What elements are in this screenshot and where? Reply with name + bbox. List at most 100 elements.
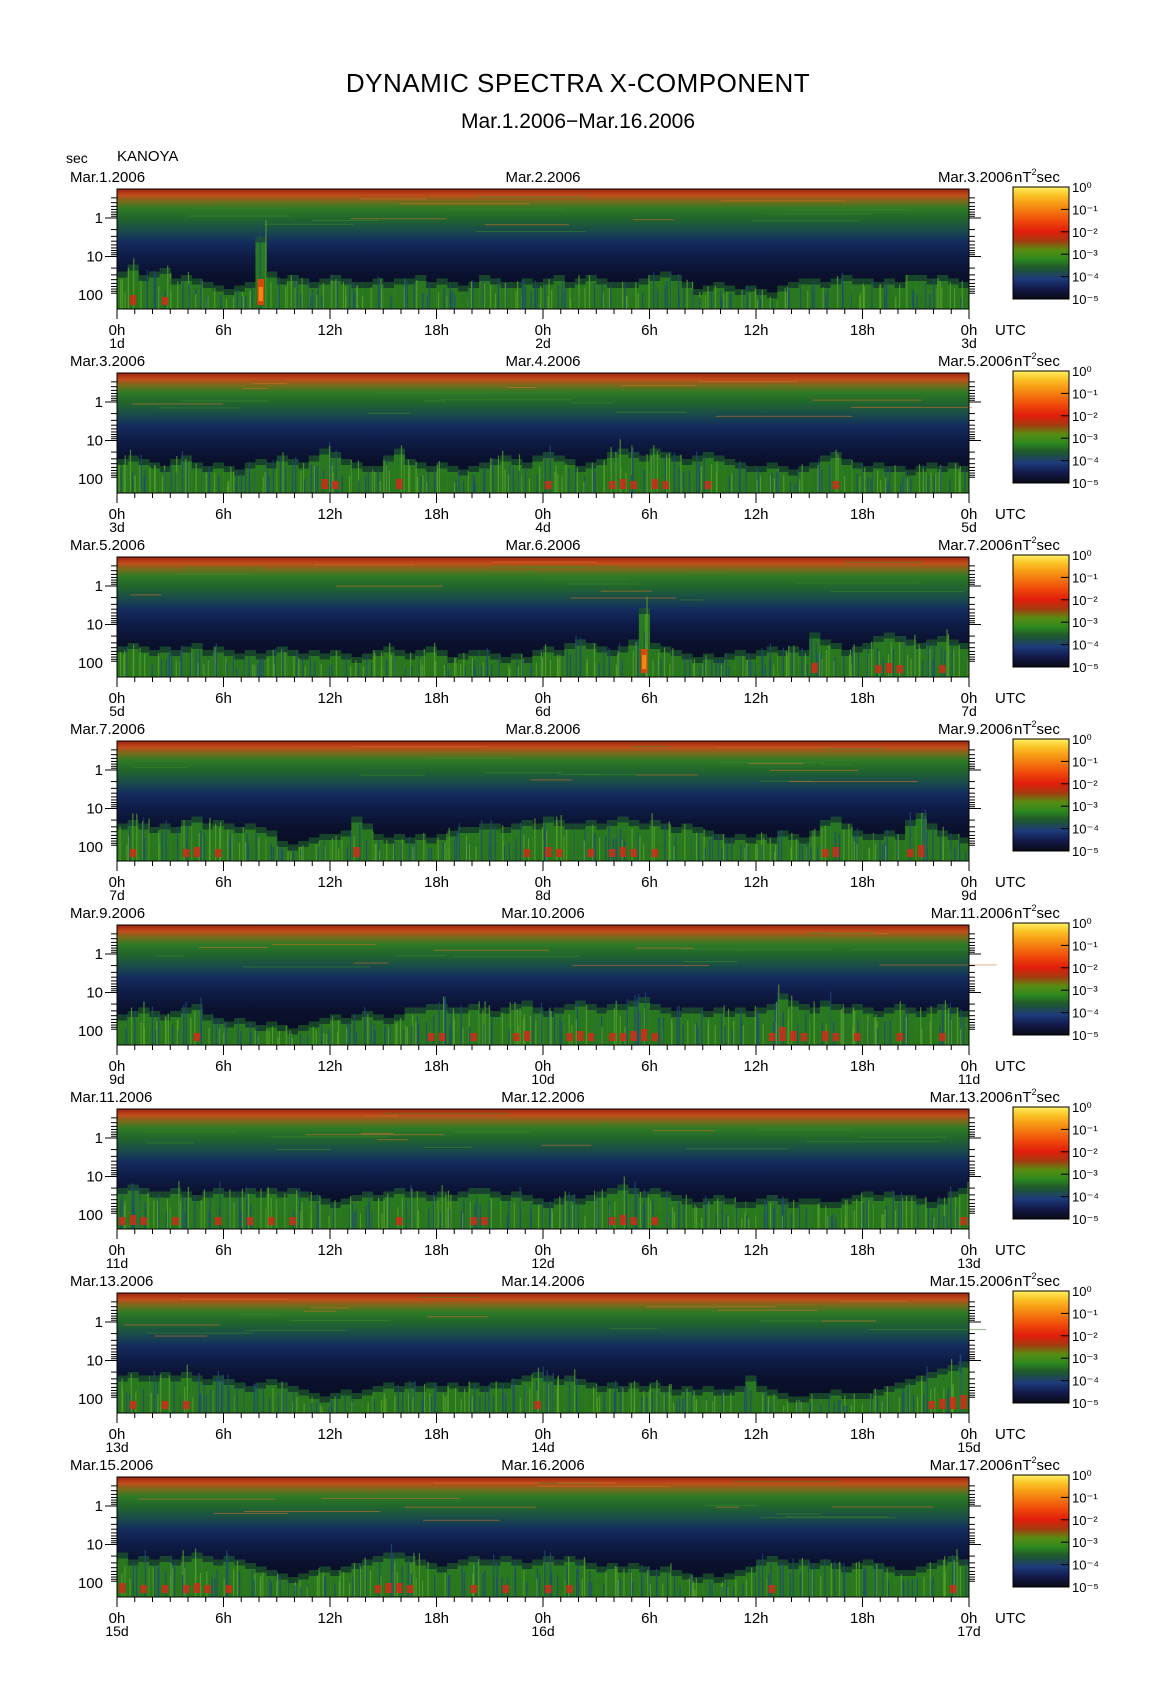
x-tick-label: 18h (850, 874, 875, 891)
activity-striation (519, 822, 522, 861)
activity-fringe (713, 657, 725, 663)
activity-band (819, 1399, 832, 1413)
colorbar-unit-label: nT2sec (1014, 351, 1060, 370)
activity-fringe (468, 1382, 480, 1389)
activity-band (436, 1572, 448, 1597)
activity-striation (401, 839, 403, 861)
activity-striation (863, 286, 865, 309)
activity-striation (299, 849, 302, 861)
activity-striation (951, 642, 953, 677)
activity-striation (385, 1398, 387, 1413)
activity-column (383, 642, 395, 677)
activity-striation (573, 1193, 575, 1229)
activity-column (298, 1187, 310, 1229)
activity-column (766, 643, 779, 677)
activity-fringe (543, 1202, 555, 1208)
activity-fringe (223, 1379, 235, 1385)
noise-streak (335, 585, 443, 587)
activity-column (372, 1195, 384, 1229)
activity-striation (228, 480, 230, 493)
activity-striation (454, 294, 456, 309)
activity-band (756, 1565, 768, 1597)
activity-fringe (883, 278, 895, 285)
activity-striation (824, 825, 826, 861)
activity-column (468, 1556, 480, 1597)
activity-fringe (553, 650, 565, 656)
activity-striation (631, 828, 633, 861)
activity-column (212, 462, 224, 493)
activity-striation (939, 280, 941, 309)
activity-band (298, 284, 310, 309)
activity-column (606, 648, 619, 677)
activity-hotspot (268, 1217, 275, 1225)
activity-striation (609, 1388, 611, 1413)
activity-striation (563, 1197, 565, 1229)
activity-striation (584, 287, 586, 309)
activity-striation (200, 997, 202, 1045)
activity-striation (585, 1005, 588, 1045)
activity-fringe (372, 466, 384, 472)
activity-fringe (212, 1559, 224, 1566)
activity-column (532, 280, 544, 309)
activity-hotspot (790, 1031, 797, 1041)
activity-hotspot (939, 1399, 946, 1409)
activity-fringe (734, 1570, 746, 1576)
activity-column (425, 1382, 437, 1413)
activity-band (298, 1579, 310, 1597)
activity-striation (432, 1015, 435, 1045)
activity-band (670, 656, 682, 677)
activity-fringe (958, 1011, 970, 1017)
activity-band (713, 1395, 725, 1413)
activity-column (521, 657, 533, 677)
activity-fringe (383, 1191, 395, 1198)
activity-striation (728, 476, 730, 493)
activity-striation (243, 1382, 246, 1413)
activity-column (340, 1566, 352, 1597)
noise-streak (680, 599, 704, 601)
activity-band (425, 288, 437, 309)
activity-fringe (617, 816, 629, 823)
activity-striation (124, 1201, 126, 1229)
noise-streak (440, 399, 573, 401)
activity-band (660, 1013, 672, 1045)
activity-fringe (308, 1393, 320, 1399)
activity-striation (438, 460, 440, 493)
activity-striation (295, 456, 297, 493)
activity-band (372, 1392, 384, 1413)
time-unit-label: UTC (995, 506, 1026, 523)
activity-striation (299, 1033, 301, 1045)
activity-column (777, 1196, 789, 1229)
colorbar-tick-label: 10⁻³ (1072, 1351, 1098, 1366)
noise-streak (198, 947, 268, 949)
activity-striation (255, 832, 257, 861)
activity-striation (176, 1020, 178, 1045)
activity-band (617, 1190, 629, 1229)
activity-band (692, 461, 704, 493)
noise-streak (843, 561, 923, 563)
activity-striation (699, 297, 701, 309)
activity-band (777, 472, 789, 493)
activity-striation (469, 1201, 471, 1229)
activity-striation (761, 289, 763, 309)
activity-striation (956, 1007, 959, 1045)
activity-striation (200, 279, 202, 309)
activity-striation (670, 272, 672, 309)
activity-fringe (234, 285, 246, 292)
activity-hotspot (129, 1401, 137, 1409)
activity-column (255, 220, 267, 309)
activity-column (191, 1195, 203, 1229)
activity-striation (664, 823, 666, 861)
activity-striation (955, 1206, 958, 1229)
activity-band (830, 1569, 842, 1597)
activity-column (585, 1004, 598, 1045)
activity-fringe (117, 823, 129, 830)
activity-fringe (628, 282, 640, 288)
activity-striation (748, 652, 750, 677)
activity-column (532, 455, 544, 493)
activity-striation (813, 1563, 815, 1597)
activity-band (564, 465, 576, 493)
noise-streak (491, 561, 598, 563)
activity-column (521, 1195, 533, 1229)
activity-fringe (117, 1375, 129, 1382)
